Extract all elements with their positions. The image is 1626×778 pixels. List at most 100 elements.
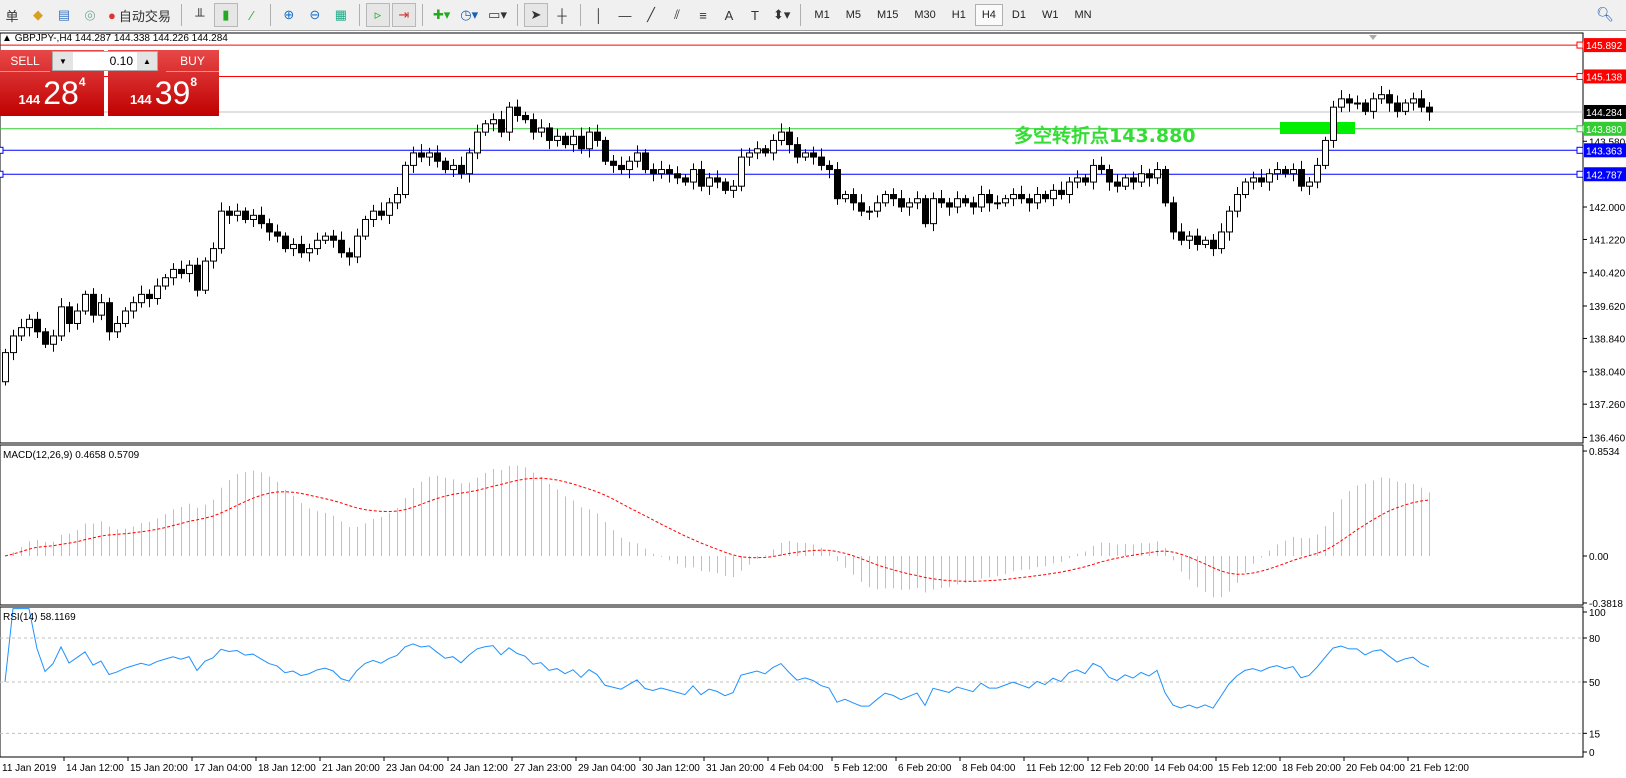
candle-body	[618, 164, 625, 171]
horizontal-line-icon[interactable]: —	[618, 7, 632, 23]
candle-body	[1202, 239, 1209, 245]
text-label-icon[interactable]: T	[751, 7, 759, 23]
time-label: 14 Feb 04:00	[1154, 763, 1213, 774]
macd-tick-label: -0.3818	[1589, 599, 1623, 610]
buy-price: 144 398	[108, 75, 219, 112]
search-icon[interactable]: 🔍︎	[1596, 6, 1614, 22]
price-tick-label: 140.420	[1589, 269, 1626, 280]
candle-body	[1266, 173, 1273, 183]
candle-body	[82, 293, 89, 312]
candle-body	[722, 181, 729, 191]
lot-input[interactable]: 0.10	[109, 54, 133, 68]
auto-trade-button[interactable]: ● 自动交易	[104, 3, 175, 27]
time-label: 14 Jan 12:00	[66, 763, 124, 774]
candle-body	[314, 239, 321, 250]
candle-body	[1186, 235, 1193, 241]
timeframe-w1[interactable]: W1	[1041, 9, 1059, 21]
candle-body	[1002, 198, 1009, 204]
candle-body	[994, 202, 1001, 205]
candle-body	[698, 169, 705, 187]
candle-body	[1418, 98, 1425, 108]
candle-body	[1034, 194, 1041, 204]
equidistant-channel-icon[interactable]: ⫽	[674, 7, 680, 22]
zoom-out-icon[interactable]: ⊖	[309, 7, 321, 22]
timeframe-d1[interactable]: D1	[1011, 9, 1026, 21]
templates-icon[interactable]: ▭▾	[488, 7, 507, 22]
lot-increase-button[interactable]: ▲	[137, 52, 157, 70]
candle-body	[50, 335, 57, 345]
candle-body	[394, 194, 401, 204]
cursor-icon[interactable]: ➤	[523, 3, 548, 27]
candle-body	[634, 152, 641, 162]
candle-body	[1170, 202, 1177, 233]
macd-tick-label: 0.00	[1589, 552, 1609, 563]
macd-panel	[0, 444, 1584, 606]
toolbar: 单 ◆ ▤ ◎ ● 自动交易 ╨ ▮ ∕ ⊕ ⊖ ▦ ▹ ⇥ ✚▾ ◷▾ ▭▾ ➤…	[0, 0, 1626, 31]
candle-body	[1322, 139, 1329, 166]
candle-body	[458, 164, 465, 175]
tile-windows-icon[interactable]: ▦	[334, 7, 348, 22]
fibonacci-icon[interactable]: ≡	[699, 7, 707, 23]
candle-body	[450, 164, 457, 171]
candle-body	[154, 285, 161, 300]
indicators-icon[interactable]: ✚▾	[432, 7, 451, 22]
signal-icon[interactable]: ◎	[84, 7, 96, 22]
timeframe-m30[interactable]: M30	[914, 9, 936, 21]
candle-body	[194, 264, 201, 291]
candlestick-icon[interactable]: ▮	[213, 3, 238, 27]
crosshair-icon[interactable]: ┼	[557, 7, 567, 23]
candle-body	[546, 127, 553, 141]
text-icon[interactable]: A	[724, 7, 734, 23]
candle-body	[466, 152, 473, 175]
timeframe-m1[interactable]: M1	[814, 9, 830, 21]
candle-body	[514, 106, 521, 116]
candle-body	[650, 169, 657, 175]
candle-body	[1050, 189, 1057, 200]
candle-body	[1346, 98, 1353, 104]
timeframe-m15[interactable]: M15	[876, 9, 899, 21]
candle-body	[162, 277, 169, 287]
market-watch-icon[interactable]: ▤	[57, 7, 71, 22]
timeframe-h4[interactable]: H4	[974, 4, 1003, 26]
zoom-in-icon[interactable]: ⊕	[283, 7, 295, 22]
timeframe-mn[interactable]: MN	[1074, 9, 1092, 21]
macd-signal-line	[4, 477, 1430, 582]
candle-body	[938, 198, 945, 204]
vertical-line-icon[interactable]: │	[594, 7, 604, 23]
time-label: 31 Jan 20:00	[706, 763, 764, 774]
autoscroll-icon[interactable]: ▹	[365, 3, 390, 27]
candle-body	[538, 127, 545, 133]
candle-body	[1314, 164, 1321, 183]
price-label: 145.138	[1586, 72, 1623, 83]
candle-body	[930, 198, 937, 225]
candle-body	[1234, 194, 1241, 212]
open-folder-icon[interactable]: ◆	[33, 7, 43, 22]
candle-body	[442, 160, 449, 171]
trendline-icon[interactable]: ╱	[647, 7, 655, 22]
timeframe-h1[interactable]: H1	[951, 9, 966, 21]
timeframe-m5[interactable]: M5	[845, 9, 861, 21]
candle-body	[90, 293, 97, 316]
arrows-icon[interactable]: ⬍▾	[772, 7, 791, 22]
divider	[800, 4, 802, 26]
candle-body	[434, 152, 441, 162]
price-chart[interactable]: 143.580 142.000 141.220 140.420 139.620 138.8…	[0, 31, 1626, 778]
divider	[358, 4, 360, 26]
candle-body	[1426, 106, 1433, 113]
candle-body	[1082, 177, 1089, 183]
time-label: 30 Jan 12:00	[642, 763, 700, 774]
chart-shift-icon[interactable]: ⇥	[391, 3, 416, 27]
toolbar-text[interactable]: 单	[5, 8, 19, 24]
candle-body	[1330, 106, 1337, 141]
periods-icon[interactable]: ◷▾	[460, 7, 479, 22]
bar-chart-icon[interactable]: ╨	[195, 7, 205, 23]
candle-body	[42, 331, 49, 345]
price-tick-label: 138.040	[1589, 368, 1626, 379]
price-label: 143.880	[1586, 125, 1623, 136]
lot-size-stepper[interactable]: ▼ 0.10 ▲	[52, 51, 158, 71]
lot-decrease-button[interactable]: ▼	[53, 52, 73, 70]
line-chart-icon[interactable]: ∕	[250, 7, 253, 23]
candle-body	[1362, 102, 1369, 112]
candle-body	[778, 131, 785, 141]
candle-body	[402, 164, 409, 196]
